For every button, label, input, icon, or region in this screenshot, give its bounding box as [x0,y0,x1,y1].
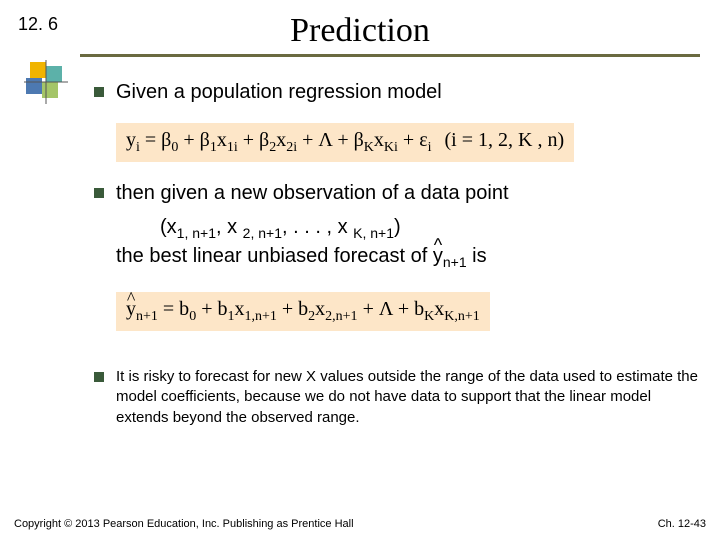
equation-box-2: yn+1 = b0 + b1x1,n+1 + b2x2,n+1 + Λ + bK… [116,292,490,331]
bullet-item: It is risky to forecast for new X values… [94,367,702,428]
bullet-icon [94,87,104,97]
slide-logo-icon [24,60,68,104]
forecast-symbol: yn+1 [433,245,467,270]
equation-1-suffix: (i = 1, 2, K , n) [445,129,565,151]
equation-box-1: yi = β0 + β1x1i + β2x2i + Λ + βKxKi + εi… [116,123,574,162]
equation-1: yi = β0 + β1x1i + β2x2i + Λ + βKxKi + εi [126,129,432,151]
bullet-text: It is risky to forecast for new X values… [116,367,702,428]
title-rule [80,54,700,57]
forecast-post: is [467,245,487,267]
copyright-text: Copyright © 2013 Pearson Education, Inc.… [14,518,354,530]
bullet-text: then given a new observation of a data p… [116,180,509,206]
page-ref: Ch. 12-43 [658,518,706,530]
bullet-text: Given a population regression model [116,79,442,105]
datapoint-expr: (x1, n+1, x 2, n+1, . . . , x K, n+1) [160,216,702,241]
forecast-line: the best linear unbiased forecast of yn+… [116,245,702,270]
bullet-icon [94,372,104,382]
slide: 12. 6 Prediction Given a population regr… [0,0,720,540]
content-area: Given a population regression model yi =… [94,79,702,428]
forecast-pre: the best linear unbiased forecast of [116,245,433,267]
slide-title: Prediction [18,12,702,50]
header: 12. 6 Prediction [18,12,702,50]
footer: Copyright © 2013 Pearson Education, Inc.… [14,518,706,530]
bullet-icon [94,188,104,198]
bullet-item: Given a population regression model [94,79,702,105]
bullet-item: then given a new observation of a data p… [94,180,702,206]
